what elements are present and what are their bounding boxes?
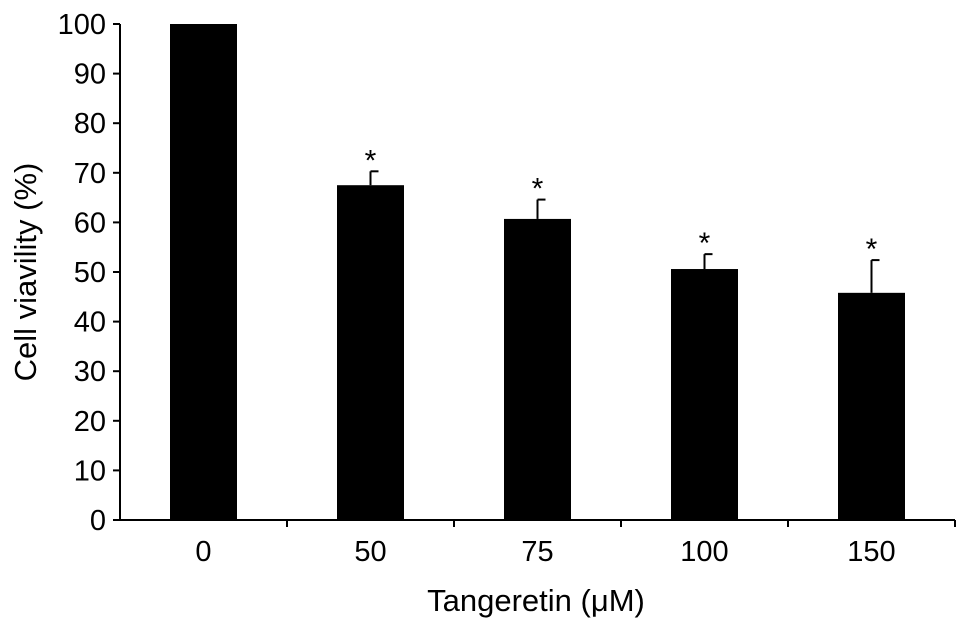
y-tick-label-20: 20	[74, 406, 106, 438]
x-tick-label-150: 150	[847, 536, 895, 568]
significance-marker-100: *	[699, 227, 711, 260]
y-tick-label-50: 50	[74, 257, 106, 289]
y-tick-label-0: 0	[90, 505, 106, 537]
bars-group	[170, 24, 905, 521]
significance-marker-150: *	[866, 233, 878, 266]
y-tick-label-40: 40	[74, 307, 106, 339]
x-axis-title: Tangeretin (μM)	[427, 583, 645, 618]
x-tick-label-75: 75	[521, 536, 553, 568]
y-tick-label-30: 30	[74, 356, 106, 388]
y-tick-label-90: 90	[74, 59, 106, 91]
significance-marker-50: *	[365, 144, 377, 177]
y-tick-label-70: 70	[74, 158, 106, 190]
x-tick-label-0: 0	[195, 536, 211, 568]
y-axis-title: Cell viavility (%)	[8, 163, 43, 382]
bar-75	[504, 218, 571, 521]
bar-100	[671, 269, 738, 520]
y-ticks-group: 0 10 20 30 40 50 60 70 80 90 100	[58, 9, 120, 537]
x-tick-label-50: 50	[354, 536, 386, 568]
bar-50	[337, 185, 404, 520]
error-bars-group	[369, 170, 880, 293]
y-tick-label-100: 100	[58, 9, 106, 41]
y-tick-label-60: 60	[74, 207, 106, 239]
y-tick-label-10: 10	[74, 455, 106, 487]
y-tick-label-80: 80	[74, 108, 106, 140]
x-ticks-group: 0 50 75 100 150	[195, 520, 956, 568]
x-tick-label-100: 100	[680, 536, 728, 568]
bar-0	[170, 24, 237, 520]
bar-150	[838, 292, 905, 520]
significance-markers-group: * * * *	[365, 144, 878, 266]
significance-marker-75: *	[532, 173, 544, 206]
